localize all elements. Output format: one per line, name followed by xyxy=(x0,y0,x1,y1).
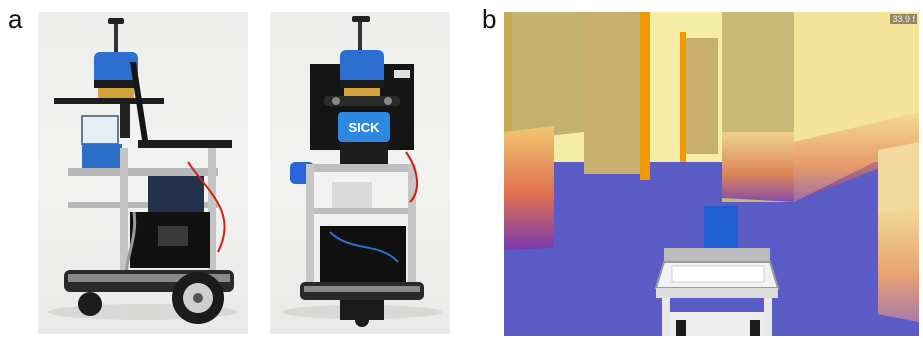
robot-front-photo: SICK xyxy=(270,12,450,334)
sick-scanner xyxy=(338,112,390,142)
panel-label-b: b xyxy=(482,4,497,34)
sensor-head-front xyxy=(340,50,384,86)
robot-side-photo xyxy=(38,12,248,334)
robot-sensor-box xyxy=(704,206,738,252)
simulation-view: 33.9 f xyxy=(504,12,919,336)
speed-readout: 33.9 f xyxy=(890,14,917,24)
sick-logo: SICK xyxy=(348,120,380,135)
panel-label-a: a xyxy=(8,4,23,34)
sensor-head-side xyxy=(94,52,138,88)
